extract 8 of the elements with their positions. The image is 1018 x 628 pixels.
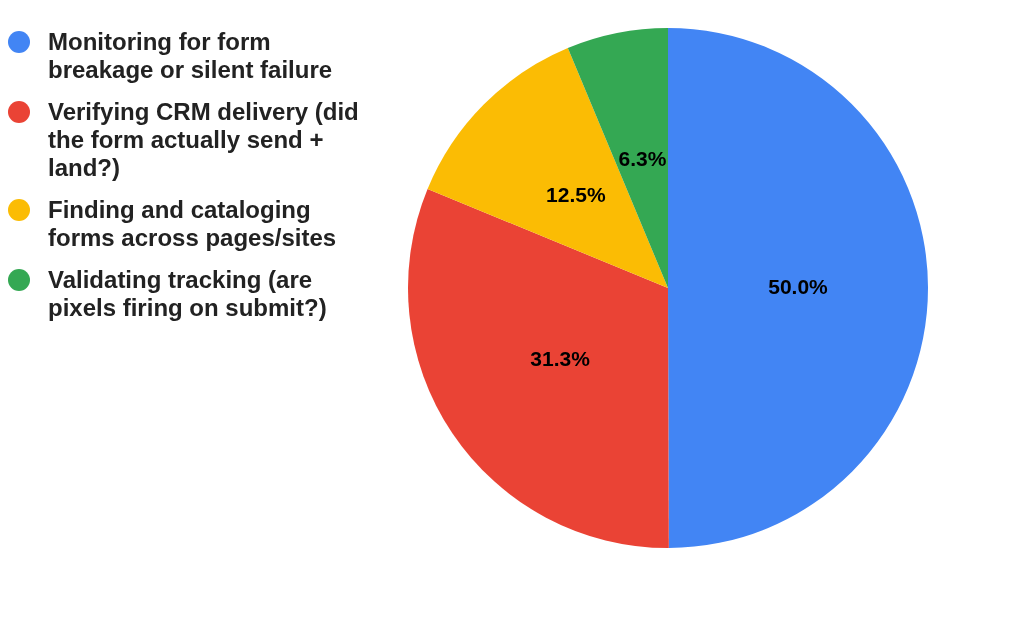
data-label: 50.0% <box>768 274 829 298</box>
legend-label: Monitoring for form breakage or silent failure <box>48 28 334 84</box>
data-label: 12.5% <box>546 183 606 207</box>
legend-label: Verifying CRM delivery (did the form actually send + land?) <box>48 98 360 182</box>
legend-label: Finding and cataloging forms across pages/sites <box>48 196 338 252</box>
data-label: 31.3% <box>530 347 591 371</box>
legend-label: Validating tracking (are pixels firing on submit?) <box>48 266 328 322</box>
data-label: 6.3% <box>618 147 667 171</box>
